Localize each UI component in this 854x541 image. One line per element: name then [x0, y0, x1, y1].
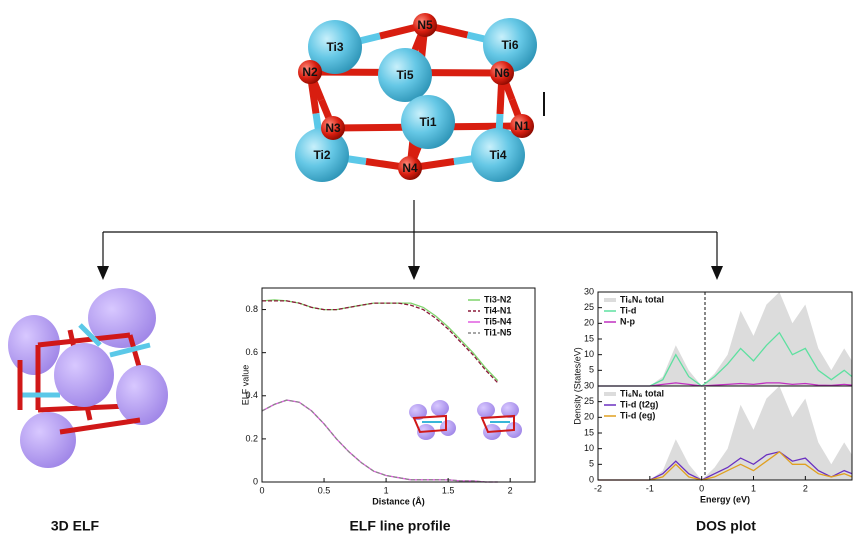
- x-tick-label: -1: [646, 483, 654, 493]
- atom-label: N5: [417, 18, 433, 32]
- x-tick-label: 2: [803, 483, 808, 493]
- atom-label: Ti5: [396, 68, 413, 82]
- y-tick-label: 15: [584, 427, 594, 437]
- x-tick-label: 0.5: [318, 485, 331, 495]
- x-tick-label: 1: [751, 483, 756, 493]
- y-tick-label: 25: [584, 302, 594, 312]
- atom-label: N1: [514, 119, 530, 133]
- x-tick-label: 1.5: [442, 485, 455, 495]
- elf-inset: [409, 400, 522, 440]
- legend-label: Ti₆N₆ total: [620, 294, 664, 304]
- y-axis-label: ELF value: [240, 365, 250, 406]
- y-tick-label: 0: [253, 476, 258, 486]
- atom-label: N6: [494, 66, 510, 80]
- legend-label: Ti-d (t2g): [620, 399, 658, 409]
- x-tick-label: 2: [508, 485, 513, 495]
- legend-label: Ti₆N₆ total: [620, 388, 664, 398]
- y-tick-label: 5: [589, 459, 594, 469]
- y-tick-label: 10: [584, 443, 594, 453]
- atom-label: Ti6: [501, 38, 518, 52]
- caption: 3D ELF: [51, 518, 100, 534]
- legend-label: Ti-d: [620, 305, 636, 315]
- legend-label: Ti3-N2: [484, 294, 511, 304]
- molecule: Ti3 Ti6 Ti5 Ti1 Ti2 Ti4 N5 N2 N6 N3 N1 N4: [295, 13, 537, 182]
- x-tick-label: 0: [699, 483, 704, 493]
- line: [262, 300, 498, 381]
- line: [262, 400, 498, 482]
- y-tick-label: 15: [584, 333, 594, 343]
- y-tick-label: 20: [584, 412, 594, 422]
- y-tick-label: 5: [589, 365, 594, 375]
- atom-label: Ti1: [419, 115, 436, 129]
- atom-label: N2: [302, 65, 318, 79]
- legend-label: Ti-d (eg): [620, 410, 655, 420]
- y-tick-label: 25: [584, 396, 594, 406]
- arrow-heads: [97, 266, 723, 280]
- y-tick-label: 30: [584, 380, 594, 390]
- caption: DOS plot: [696, 518, 756, 534]
- y-tick-label: 0.2: [245, 433, 258, 443]
- y-tick-label: 20: [584, 318, 594, 328]
- arrows: [103, 200, 717, 268]
- y-tick-label: 0.8: [245, 304, 258, 314]
- atom-label: N4: [402, 161, 418, 175]
- x-axis-label: Distance (Å): [372, 496, 425, 506]
- atom-label: Ti3: [326, 40, 343, 54]
- line: [262, 400, 498, 482]
- x-tick-label: 1: [384, 485, 389, 495]
- page: Ti3 Ti6 Ti5 Ti1 Ti2 Ti4 N5 N2 N6 N3 N1 N4: [0, 0, 854, 541]
- figure: Ti3 Ti6 Ti5 Ti1 Ti2 Ti4 N5 N2 N6 N3 N1 N4: [0, 0, 854, 541]
- x-axis-label: Energy (eV): [700, 494, 750, 504]
- caption: ELF line profile: [349, 518, 450, 534]
- x-tick-label: -2: [594, 483, 602, 493]
- legend-label: N-p: [620, 316, 635, 326]
- legend-label: Ti4-N1: [484, 305, 511, 315]
- y-tick-label: 30: [584, 286, 594, 296]
- y-tick-label: 0.6: [245, 347, 258, 357]
- elf-3d-image: [8, 288, 168, 468]
- y-axis-label: Density (States/eV): [572, 347, 582, 425]
- x-tick-label: 0: [259, 485, 264, 495]
- atom-label: Ti4: [489, 148, 506, 162]
- atom-label: Ti2: [313, 148, 330, 162]
- legend-label: Ti1-N5: [484, 327, 511, 337]
- atom-label: N3: [325, 121, 341, 135]
- legend-label: Ti5-N4: [484, 316, 511, 326]
- y-tick-label: 10: [584, 349, 594, 359]
